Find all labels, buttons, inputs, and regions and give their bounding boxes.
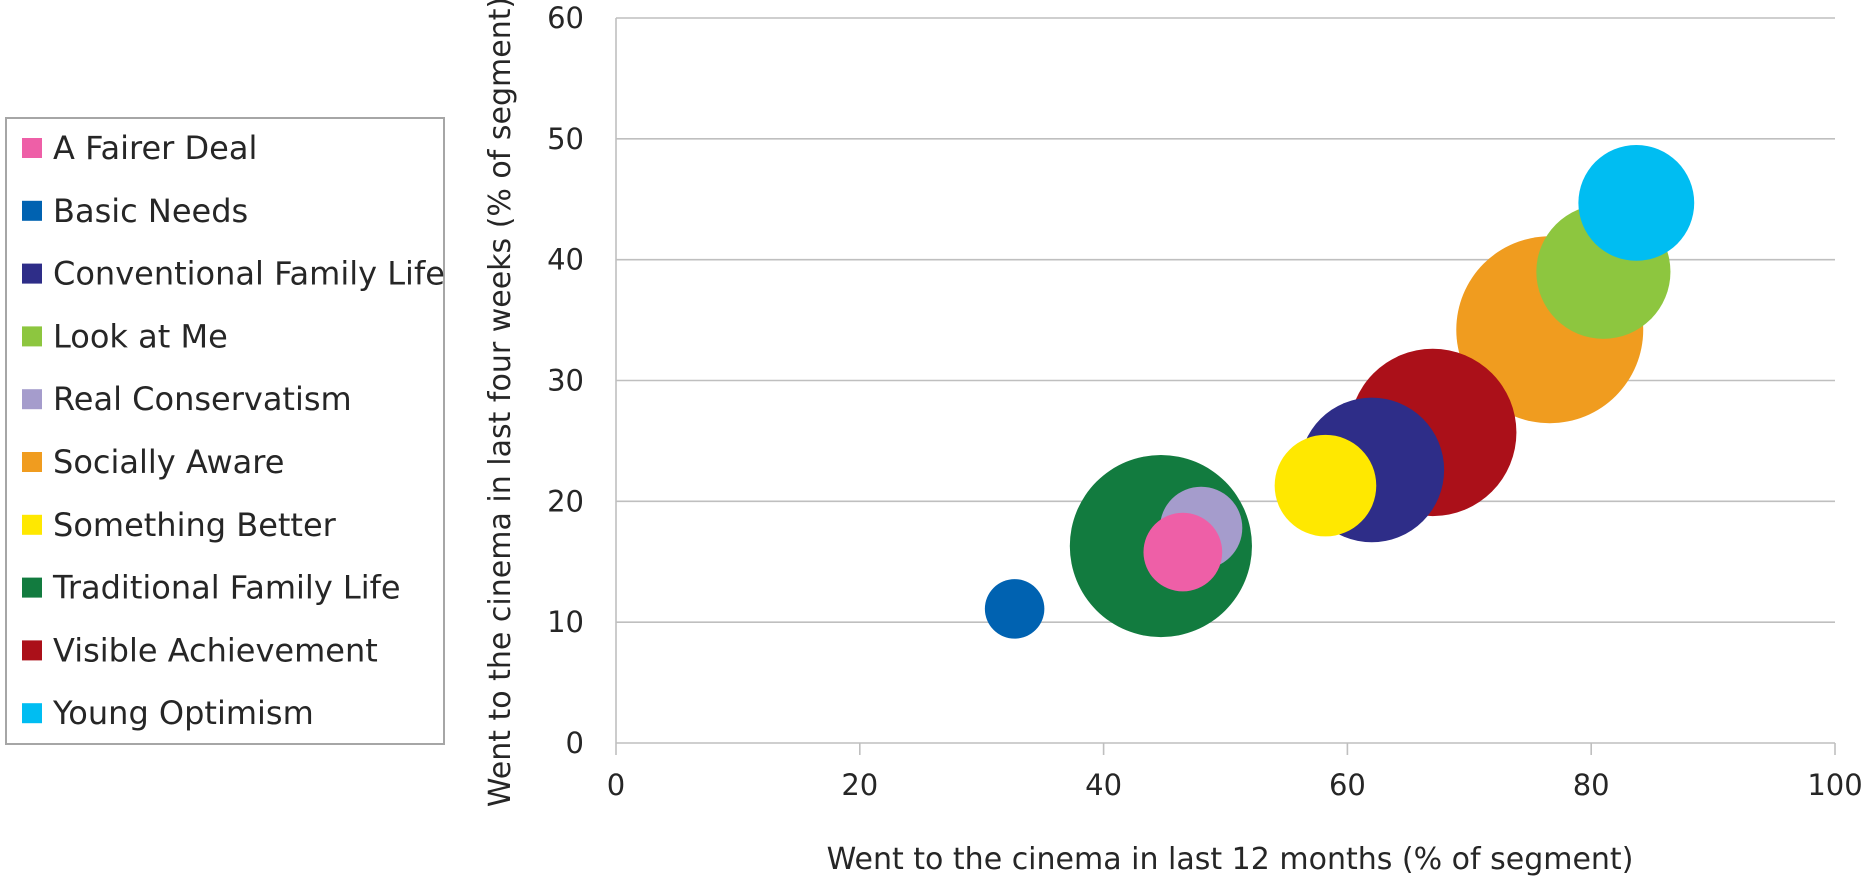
legend-swatch <box>22 200 42 221</box>
y-tick-label: 10 <box>547 605 584 639</box>
legend-box <box>5 117 445 745</box>
legend-swatch <box>22 138 42 158</box>
x-tick-label: 40 <box>1085 768 1122 802</box>
legend-label: A Fairer Deal <box>53 129 257 167</box>
x-axis-title: Went to the cinema in last 12 months (% … <box>827 842 1634 877</box>
bubble-something-better <box>1274 434 1377 537</box>
legend-swatch <box>22 577 42 598</box>
gridlines <box>616 17 1835 623</box>
legend: A Fairer Deal Basic Needs Conventional Fam… <box>5 117 445 745</box>
x-tick-label: 60 <box>1329 768 1366 802</box>
legend-swatch <box>22 514 42 535</box>
legend-label: Visible Achievement <box>53 631 378 669</box>
y-axis-title: Went to the cinema in last four weeks (%… <box>483 0 518 807</box>
legend-label: Conventional Family Life <box>53 255 445 293</box>
x-tick-label: 0 <box>607 768 625 802</box>
y-tick-label: 0 <box>566 726 584 760</box>
bubble-basic-needs <box>984 579 1045 639</box>
legend-swatch <box>22 326 42 347</box>
bubble-a-fairer-deal <box>1143 512 1223 592</box>
bubble-young-optimism <box>1578 144 1695 261</box>
y-tick-label: 30 <box>547 364 584 398</box>
x-tick-label: 80 <box>1573 768 1610 802</box>
legend-swatch <box>22 389 42 410</box>
legend-swatch <box>22 640 42 661</box>
legend-label: Real Conservatism <box>53 380 352 418</box>
axes <box>615 18 1836 755</box>
legend-label: Basic Needs <box>53 192 248 230</box>
legend-label: Socially Aware <box>53 443 284 481</box>
legend-label: Young Optimism <box>52 694 314 732</box>
legend-swatch <box>22 703 42 724</box>
legend-swatch <box>22 452 42 472</box>
legend-swatch <box>22 263 42 284</box>
x-tick-label: 100 <box>1807 768 1862 802</box>
x-tick-label: 20 <box>841 768 878 802</box>
legend-label: Something Better <box>53 506 337 544</box>
legend-label: Look at Me <box>53 317 228 355</box>
y-tick-label: 20 <box>547 484 584 518</box>
legend-label: Traditional Family Life <box>52 569 401 607</box>
y-tick-label: 50 <box>547 122 584 156</box>
bubbles <box>984 144 1695 639</box>
y-tick-label: 60 <box>547 1 584 35</box>
y-tick-label: 40 <box>547 243 584 277</box>
tick-labels: 0 10 20 30 40 50 60 0 20 40 60 80 100 <box>547 1 1863 802</box>
